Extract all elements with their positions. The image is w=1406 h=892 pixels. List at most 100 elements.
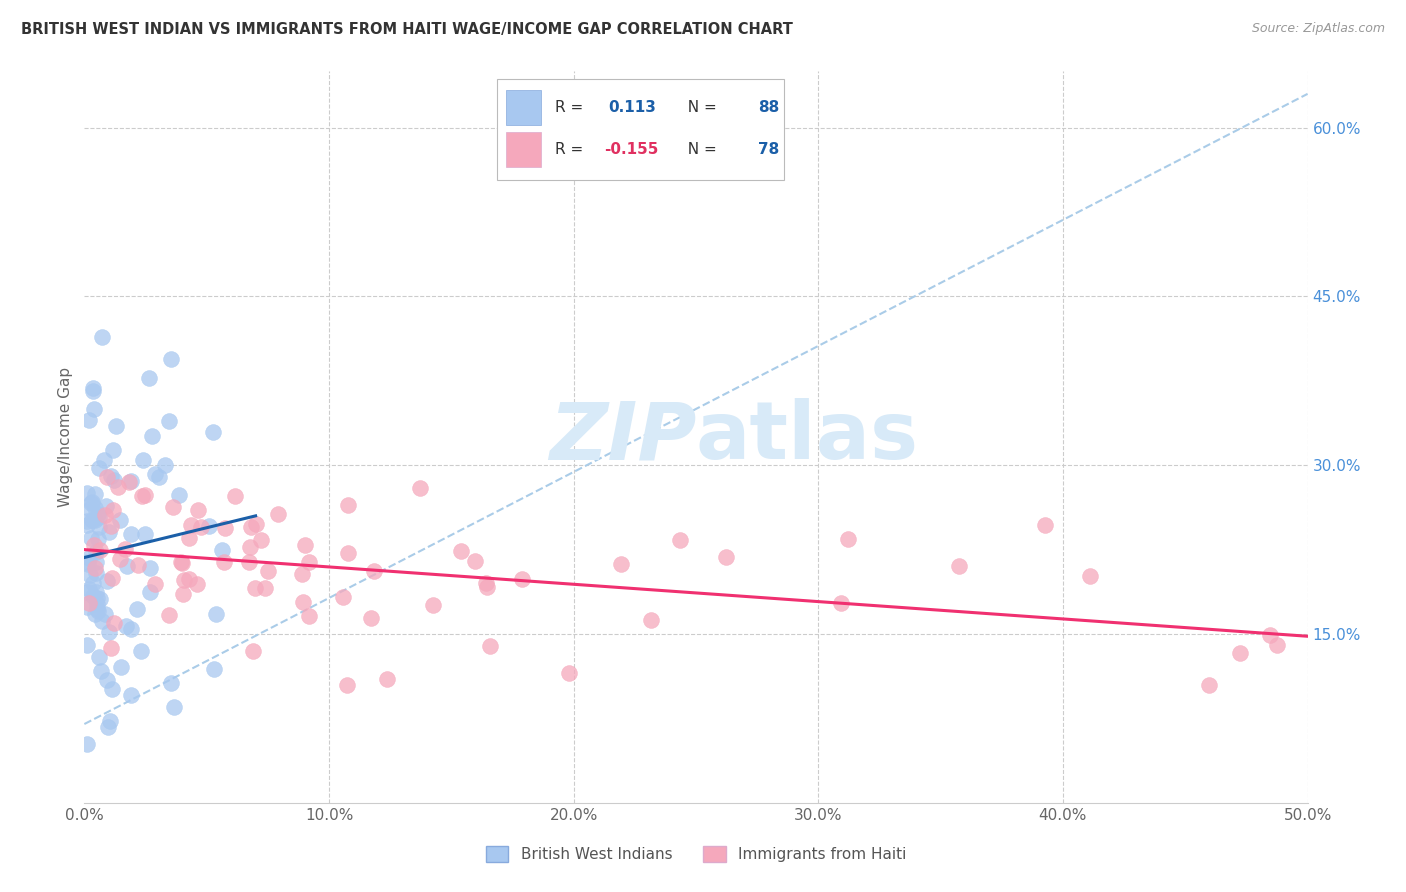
Point	[86, 597, 108, 611]
Point	[100, 640, 122, 655]
Point	[120, 526, 142, 541]
Point	[170, 556, 193, 570]
Point	[96, 673, 118, 687]
Point	[1033, 517, 1056, 532]
Point	[177, 531, 200, 545]
Point	[83, 401, 105, 416]
Point	[80, 513, 103, 527]
Point	[76, 514, 98, 528]
Point	[157, 607, 180, 622]
Point	[139, 561, 162, 575]
Text: BRITISH WEST INDIAN VS IMMIGRANTS FROM HAITI WAGE/INCOME GAP CORRELATION CHART: BRITISH WEST INDIAN VS IMMIGRANTS FROM H…	[21, 22, 793, 37]
Text: atlas: atlas	[696, 398, 920, 476]
Point	[297, 555, 319, 569]
Point	[464, 553, 486, 567]
Point	[257, 564, 280, 578]
Point	[82, 590, 104, 604]
Point	[1198, 678, 1220, 692]
Point	[103, 473, 125, 487]
FancyBboxPatch shape	[496, 79, 785, 180]
Point	[77, 413, 100, 427]
Point	[294, 538, 316, 552]
Point	[76, 599, 98, 614]
Point	[84, 545, 107, 559]
Point	[837, 532, 859, 546]
Text: Source: ZipAtlas.com: Source: ZipAtlas.com	[1251, 22, 1385, 36]
Point	[96, 574, 118, 588]
Point	[79, 567, 101, 582]
Point	[101, 442, 124, 457]
Point	[77, 550, 100, 565]
Point	[172, 587, 194, 601]
Point	[360, 611, 382, 625]
Point	[714, 549, 737, 564]
Point	[89, 542, 111, 557]
Point	[76, 518, 98, 533]
Point	[131, 489, 153, 503]
Point	[173, 574, 195, 588]
Point	[187, 503, 209, 517]
Text: ZIP: ZIP	[548, 398, 696, 476]
Point	[76, 555, 98, 569]
Point	[87, 520, 110, 534]
Point	[84, 566, 107, 581]
Point	[118, 475, 141, 490]
Point	[224, 489, 246, 503]
Point	[422, 598, 444, 612]
Point	[87, 509, 110, 524]
Point	[83, 538, 105, 552]
Point	[77, 596, 100, 610]
Point	[96, 470, 118, 484]
Point	[127, 558, 149, 572]
Point	[120, 688, 142, 702]
Point	[76, 486, 98, 500]
Point	[108, 513, 131, 527]
Point	[83, 487, 105, 501]
Point	[238, 555, 260, 569]
Point	[143, 467, 166, 481]
Point	[205, 607, 228, 622]
Point	[450, 544, 472, 558]
Point	[211, 543, 233, 558]
Point	[363, 564, 385, 578]
Point	[87, 650, 110, 665]
Point	[160, 676, 183, 690]
Point	[80, 494, 103, 508]
Point	[107, 480, 129, 494]
Point	[90, 665, 112, 679]
Point	[98, 625, 121, 640]
Text: 78: 78	[758, 142, 779, 157]
Point	[98, 714, 121, 729]
Point	[512, 573, 534, 587]
Point	[100, 519, 122, 533]
Point	[202, 662, 225, 676]
Point	[101, 571, 124, 585]
Point	[190, 520, 212, 534]
Point	[134, 527, 156, 541]
Point	[82, 575, 104, 590]
Point	[120, 475, 142, 489]
Point	[180, 517, 202, 532]
Point	[89, 591, 111, 606]
Point	[100, 469, 122, 483]
Point	[298, 609, 321, 624]
Point	[134, 487, 156, 501]
Point	[138, 370, 160, 384]
Point	[214, 555, 236, 569]
Point	[100, 681, 122, 696]
Point	[84, 561, 107, 575]
Point	[82, 381, 104, 395]
Text: -0.155: -0.155	[605, 142, 658, 157]
Point	[162, 500, 184, 514]
Point	[132, 453, 155, 467]
Point	[558, 666, 581, 681]
Point	[948, 558, 970, 573]
Point	[76, 584, 98, 599]
Point	[86, 533, 108, 547]
Point	[93, 508, 115, 522]
Point	[640, 613, 662, 627]
Point	[337, 546, 360, 560]
Point	[1229, 646, 1251, 660]
Point	[141, 429, 163, 443]
Point	[97, 524, 120, 539]
